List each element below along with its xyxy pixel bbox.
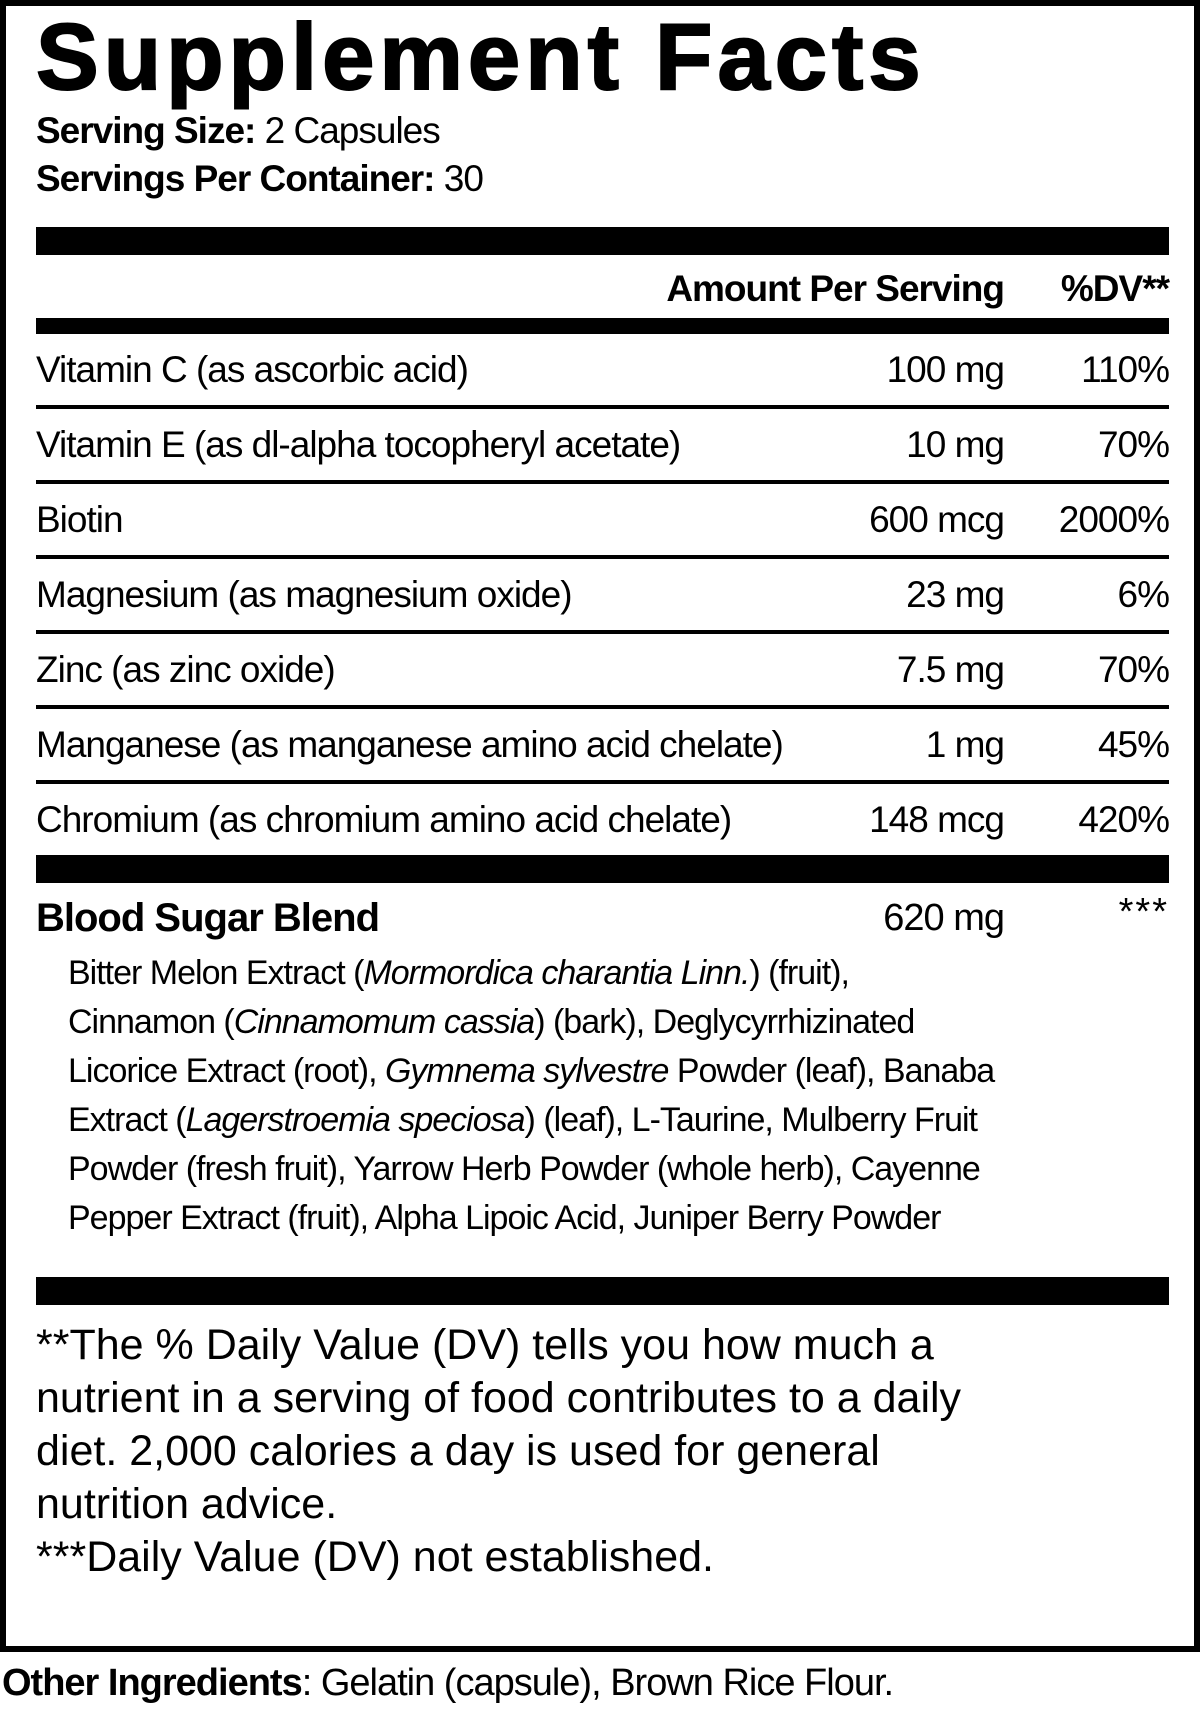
blend-ingredients: Bitter Melon Extract (Mormordica charant…: [68, 949, 1169, 1243]
other-ingredients-line: Other Ingredients: Gelatin (capsule), Br…: [0, 1660, 1200, 1706]
table-row: Biotin 600 mcg 2000%: [36, 484, 1170, 559]
nutrient-dv: 2000%: [1058, 498, 1170, 540]
footnote-line: ***Daily Value (DV) not established.: [36, 1532, 714, 1581]
nutrient-name: Vitamin C (as ascorbic acid): [36, 348, 469, 390]
divider-bar-medium: [36, 317, 1169, 334]
nutrient-name: Manganese (as manganese amino acid chela…: [36, 723, 784, 765]
blend-ingredients-line: Bitter Melon Extract (Mormordica charant…: [68, 949, 1169, 998]
divider-bar-thick-footnote: [36, 1276, 1169, 1305]
blend-latin-name: Lagerstroemia speciosa: [185, 1100, 526, 1139]
table-row: Vitamin E (as dl-alpha tocopheryl acetat…: [36, 409, 1170, 484]
blend-ingredients-line: Licorice Extract (root), Gymnema sylvest…: [68, 1047, 1169, 1096]
nutrient-dv: 110%: [1081, 348, 1170, 390]
supplement-facts-panel: Supplement Facts Serving Size: 2 Capsule…: [0, 0, 1200, 1652]
nutrient-amount: 100 mg: [886, 348, 1005, 390]
blend-text: Cinnamon (: [68, 1002, 235, 1041]
nutrient-amount: 10 mg: [906, 423, 1005, 465]
blend-name: Blood Sugar Blend: [36, 895, 380, 940]
nutrient-amount: 148 mcg: [869, 798, 1005, 840]
blend-amount: 620 mg: [883, 896, 1005, 939]
divider-bar-thick-blend: [36, 854, 1169, 883]
footnotes: **The % Daily Value (DV) tells you how m…: [36, 1319, 1169, 1584]
blend-ingredients-line: Extract (Lagerstroemia speciosa) (leaf),…: [68, 1096, 1169, 1145]
nutrient-dv: 45%: [1097, 723, 1170, 765]
panel-title: Supplement Facts: [35, 4, 926, 109]
divider-bar-thick-top: [36, 226, 1169, 255]
blend-text: ) (fruit),: [749, 953, 850, 992]
servings-per-container-value: 30: [434, 157, 484, 199]
nutrient-dv: 6%: [1117, 573, 1170, 615]
nutrient-amount: 7.5 mg: [896, 648, 1005, 690]
nutrient-name: Biotin: [36, 498, 124, 540]
table-row: Chromium (as chromium amino acid chelate…: [36, 784, 1170, 855]
blend-text: Pepper Extract (fruit), Alpha Lipoic Aci…: [68, 1198, 941, 1237]
blend-dv-asterisks: ***: [1118, 890, 1169, 933]
blend-text: Licorice Extract (root),: [68, 1051, 385, 1090]
footnote-line: nutrition advice.: [36, 1479, 338, 1528]
other-ingredients-label: Other Ingredients: [2, 1662, 303, 1704]
blend-ingredients-line: Cinnamon (Cinnamomum cassia) (bark), Deg…: [68, 998, 1169, 1047]
blend-text: ) (bark), Deglycyrrhizinated: [534, 1002, 915, 1041]
other-ingredients-text: : Gelatin (capsule), Brown Rice Flour.: [301, 1662, 894, 1704]
table-row: Vitamin C (as ascorbic acid) 100 mg 110%: [36, 334, 1170, 409]
nutrient-name: Vitamin E (as dl-alpha tocopheryl acetat…: [36, 423, 681, 465]
serving-size-label: Serving Size:: [36, 109, 256, 151]
nutrient-name: Magnesium (as magnesium oxide): [36, 573, 573, 615]
blend-text: Extract (: [68, 1100, 187, 1139]
nutrient-amount: 1 mg: [925, 723, 1005, 765]
table-row: Manganese (as manganese amino acid chela…: [36, 709, 1170, 784]
table-row: Magnesium (as magnesium oxide) 23 mg 6%: [36, 559, 1170, 634]
blend-latin-name: Gymnema sylvestre: [384, 1051, 669, 1090]
blend-text: ) (leaf), L-Taurine, Mulberry Fruit: [524, 1100, 978, 1139]
nutrient-name: Chromium (as chromium amino acid chelate…: [36, 798, 732, 840]
blend-text: Bitter Melon Extract (: [68, 953, 364, 992]
nutrient-amount: 600 mcg: [869, 498, 1005, 540]
header-percent-dv: %DV**: [1060, 267, 1170, 309]
blend-text: Powder (fresh fruit), Yarrow Herb Powder…: [68, 1149, 981, 1188]
header-amount-per-serving: Amount Per Serving: [666, 267, 1005, 309]
nutrient-amount: 23 mg: [906, 573, 1005, 615]
servings-per-container-label: Servings Per Container:: [36, 157, 436, 199]
footnote-line: diet. 2,000 calories a day is used for g…: [36, 1426, 880, 1475]
blend-ingredients-line: Pepper Extract (fruit), Alpha Lipoic Aci…: [68, 1194, 1169, 1243]
blend-row: Blood Sugar Blend 620 mg ***: [36, 883, 1169, 941]
nutrient-dv: 420%: [1078, 798, 1170, 840]
serving-size-value: 2 Capsules: [255, 109, 441, 151]
nutrient-dv: 70%: [1097, 648, 1170, 690]
footnote-line: **The % Daily Value (DV) tells you how m…: [36, 1320, 934, 1369]
blend-latin-name: Cinnamomum cassia: [233, 1002, 535, 1041]
footnote-line: nutrient in a serving of food contribute…: [36, 1373, 962, 1422]
nutrient-name: Zinc (as zinc oxide): [36, 648, 336, 690]
blend-text: Powder (leaf), Banaba: [668, 1051, 995, 1090]
servings-per-container-line: Servings Per Container: 30: [36, 155, 1169, 203]
serving-size-line: Serving Size: 2 Capsules: [36, 107, 1169, 155]
table-row: Zinc (as zinc oxide) 7.5 mg 70%: [36, 634, 1170, 709]
nutrient-dv: 70%: [1097, 423, 1170, 465]
blend-ingredients-line: Powder (fresh fruit), Yarrow Herb Powder…: [68, 1145, 1169, 1194]
blend-latin-name: Mormordica charantia Linn.: [363, 953, 750, 992]
table-header-row: Amount Per Serving %DV**: [36, 255, 1170, 318]
